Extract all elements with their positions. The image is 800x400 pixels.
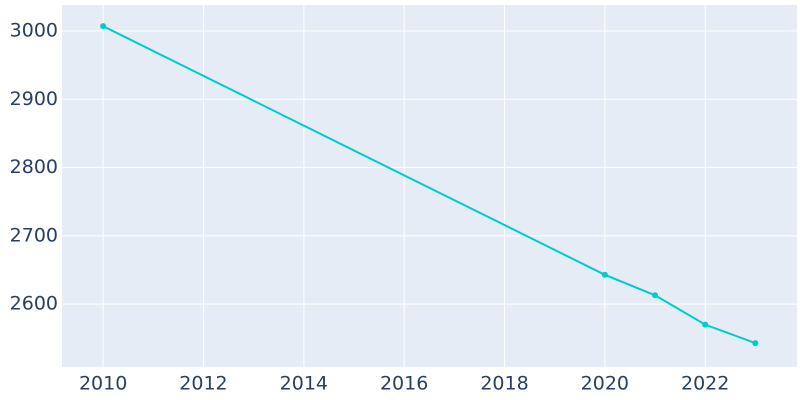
x-tick-label: 2012	[179, 373, 227, 395]
x-tick-label: 2018	[480, 373, 528, 395]
x-tick-label: 2014	[280, 373, 328, 395]
x-tick-label: 2010	[79, 373, 127, 395]
y-tick-label: 2800	[10, 156, 58, 178]
y-tick-label: 2600	[10, 293, 58, 315]
point	[752, 340, 759, 347]
y-tick-label: 2700	[10, 224, 58, 246]
point	[702, 321, 709, 328]
y-tick-label: 2900	[10, 88, 58, 110]
x-tick-label: 2016	[380, 373, 428, 395]
y-tick-label: 3000	[10, 19, 58, 41]
x-tick-label: 2022	[681, 373, 729, 395]
plot-area	[62, 5, 797, 367]
x-tick-label: 2020	[581, 373, 629, 395]
point	[100, 23, 107, 30]
point	[652, 292, 659, 299]
point	[601, 271, 608, 278]
